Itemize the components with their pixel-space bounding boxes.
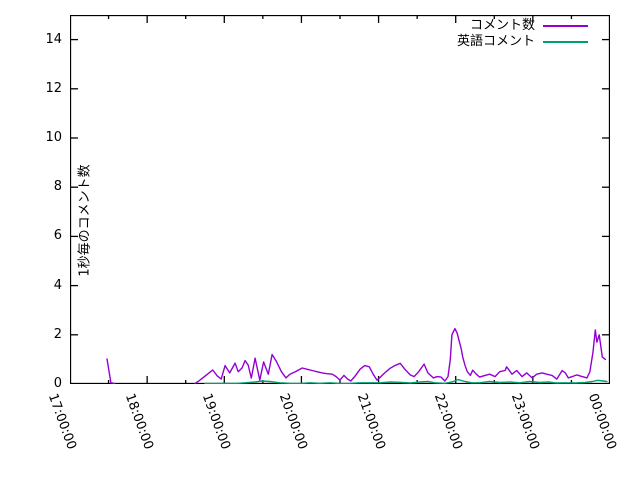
legend-line-sample-english-comments	[543, 41, 588, 43]
legend-line-sample-comments	[543, 25, 588, 27]
legend-label-english-comments: 英語コメント	[456, 34, 535, 49]
y-tick-label: 4	[53, 277, 62, 293]
legend-item-comments: コメント数	[457, 18, 588, 34]
y-tick-label: 10	[45, 130, 62, 145]
legend: コメント数 英語コメント	[457, 18, 588, 50]
y-tick-label: 0	[53, 376, 62, 391]
x-tick-label: 00:00:00	[584, 391, 619, 452]
x-tick-label: 18:00:00	[121, 391, 157, 452]
x-tick-label: 17:00:00	[44, 391, 79, 452]
x-tick-label: 21:00:00	[353, 391, 388, 452]
legend-label-comments: コメント数	[469, 18, 535, 33]
y-tick-label: 8	[53, 179, 62, 195]
y-tick-label: 14	[45, 31, 62, 47]
y-tick-label: 6	[53, 228, 62, 244]
y-tick-label: 12	[45, 80, 62, 96]
x-tick-label: 23:00:00	[507, 391, 542, 452]
x-tick-label: 22:00:00	[430, 391, 465, 452]
x-tick-label: 20:00:00	[276, 391, 311, 452]
y-axis-title: 1秒毎のコメント数	[77, 164, 93, 277]
plot-svg	[70, 15, 610, 384]
plot-area: 1秒毎のコメント数	[70, 15, 610, 384]
y-tick-label: 2	[53, 326, 62, 342]
legend-item-english-comments: 英語コメント	[457, 34, 588, 50]
x-tick-label: 19:00:00	[199, 391, 234, 452]
